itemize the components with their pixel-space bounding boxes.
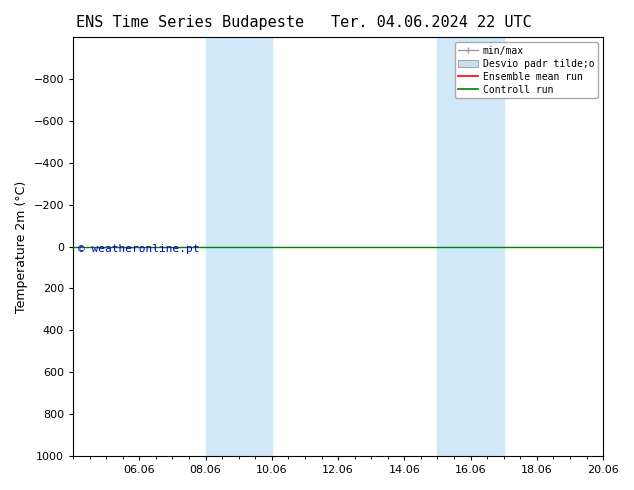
Y-axis label: Temperature 2m (°C): Temperature 2m (°C) xyxy=(15,180,28,313)
Legend: min/max, Desvio padr tilde;o, Ensemble mean run, Controll run: min/max, Desvio padr tilde;o, Ensemble m… xyxy=(455,42,598,98)
Text: Ter. 04.06.2024 22 UTC: Ter. 04.06.2024 22 UTC xyxy=(331,15,531,30)
Text: © weatheronline.pt: © weatheronline.pt xyxy=(79,245,200,254)
Text: ENS Time Series Budapeste: ENS Time Series Budapeste xyxy=(76,15,304,30)
Bar xyxy=(437,37,504,456)
Bar xyxy=(205,37,272,456)
